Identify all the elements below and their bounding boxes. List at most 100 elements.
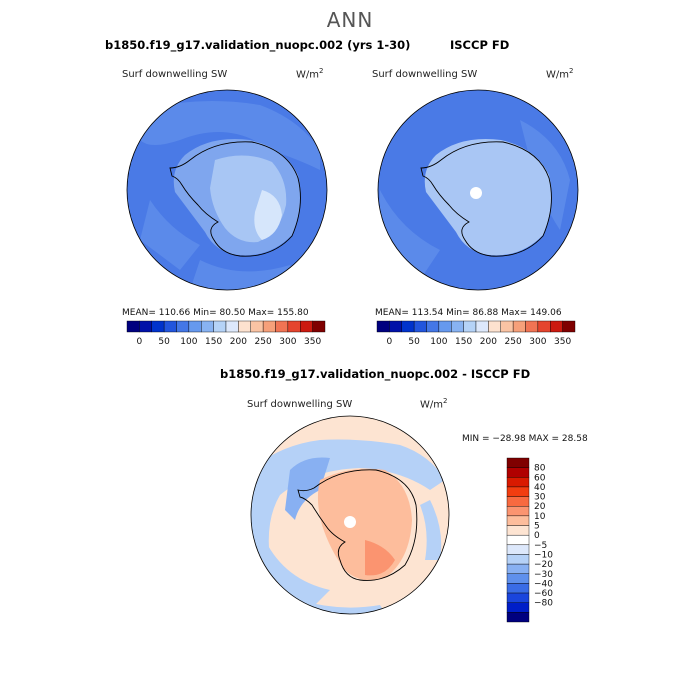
- panel2-colorbar-swatch: [488, 320, 501, 333]
- panel2-map: [378, 90, 578, 290]
- panel2-colorbar-swatch: [389, 320, 402, 333]
- panel3-missing-pole: [344, 516, 356, 528]
- panel2-colorbar: 0 50 100 150 200 250 300 350: [376, 320, 576, 347]
- panel3-colorbar-swatch: [506, 563, 530, 574]
- panel3-colorbar-swatch: [506, 477, 530, 488]
- panel1-colorbar-swatch: [250, 320, 264, 333]
- panel2-colorbar-tick-label: 200: [480, 337, 497, 347]
- panel3-colorbar-tick-label: −80: [534, 599, 553, 609]
- panel3-coastline: [297, 469, 418, 581]
- panel3-colorbar-tick-label: 10: [534, 512, 546, 522]
- panel2-units-label: W/m2: [546, 67, 574, 81]
- panel1-map: [127, 90, 327, 290]
- panel3-colorbar-swatch: [506, 506, 530, 517]
- panel3-colorbar-tick-label: −20: [534, 560, 553, 570]
- panel3-colorbar-tick-label: 40: [534, 483, 546, 493]
- panel2-coastline: [420, 141, 552, 257]
- panel1-stats: MEAN= 110.66 Min= 80.50 Max= 155.80: [122, 308, 309, 318]
- panel1-colorbar-tick-label: 300: [279, 337, 296, 347]
- panel3-colorbar-swatch: [506, 592, 530, 603]
- panel2-field-band: [380, 190, 440, 280]
- panel3-map-border: [250, 415, 450, 615]
- panel2-missing-pole: [470, 187, 482, 199]
- panel3-colorbar-tick-label: −10: [534, 550, 553, 560]
- panel3-negative-field: [300, 600, 390, 614]
- panel3-units-label: W/m2: [420, 397, 448, 411]
- panel2-title: ISCCP FD: [450, 38, 510, 52]
- panel3-colorbar-swatch: [506, 573, 530, 584]
- panel1-colorbar-tick-label: 150: [205, 337, 222, 347]
- panel1-colorbar-swatch: [126, 320, 140, 333]
- panel2-colorbar-swatch: [550, 320, 563, 333]
- panel3-colorbar-swatch: [506, 544, 530, 555]
- panel1-title: b1850.f19_g17.validation_nuopc.002 (yrs …: [105, 38, 411, 52]
- panel3-positive-field: [365, 540, 395, 576]
- panel1-colorbar-swatch: [238, 320, 251, 333]
- panel3-colorbar-swatch: [506, 515, 530, 526]
- panel1-colorbar-swatch: [312, 320, 326, 333]
- panel2-colorbar-swatch: [451, 320, 464, 333]
- panel2-colorbar-tick-label: 300: [529, 337, 546, 347]
- panel1-colorbar-swatch: [275, 320, 289, 333]
- panel1-colorbar-swatch: [300, 320, 313, 333]
- panel3-colorbar-tick-label: 20: [534, 502, 546, 512]
- panel1-colorbar-swatch: [139, 320, 152, 333]
- panel1-colorbar-swatch: [287, 320, 301, 333]
- panel3-colorbar-tick-label: −60: [534, 589, 553, 599]
- panel3-negative-field: [420, 500, 442, 560]
- panel1-colorbar-swatch: [188, 320, 202, 333]
- panel2-colorbar-swatch: [500, 320, 514, 333]
- panel1-coastline: [169, 141, 301, 257]
- panel1-colorbar-tick-label: 350: [304, 337, 321, 347]
- panel3-colorbar-swatch: [506, 583, 530, 594]
- panel3-colorbar-tick-label: −30: [534, 570, 553, 580]
- panel3-colorbar-swatch: [506, 602, 530, 613]
- panel1-colorbar-swatch: [151, 320, 165, 333]
- panel1-map-border: [126, 89, 328, 291]
- panel2-colorbar-tick-label: 350: [554, 337, 571, 347]
- panel2-colorbar-swatch: [413, 320, 427, 333]
- panel2-colorbar-tick-label: 150: [455, 337, 472, 347]
- panel3-title: b1850.f19_g17.validation_nuopc.002 - ISC…: [220, 367, 531, 381]
- panel3-colorbar-tick-label: 60: [534, 473, 546, 483]
- panel1-colorbar-swatch: [201, 320, 214, 333]
- panel1-colorbar-tick-label: 200: [230, 337, 247, 347]
- panel3-colorbar-swatch: [506, 525, 530, 536]
- panel2-colorbar-swatch: [537, 320, 551, 333]
- panel3-colorbar-swatch: [506, 496, 530, 507]
- panel1-colorbar-swatch: [176, 320, 190, 333]
- season-title: ANN: [326, 8, 374, 32]
- panel3-colorbar-swatch: [506, 612, 530, 623]
- panel3-colorbar-swatch: [506, 554, 530, 565]
- panel2-colorbar-swatch: [562, 320, 576, 333]
- panel1-colorbar: 0 50 100 150 200 250 300 350: [126, 320, 326, 347]
- panel3-colorbar-tick-label: 0: [534, 531, 540, 541]
- panel1-colorbar-tick-label: 50: [158, 337, 170, 347]
- panel1-colorbar-tick-label: 0: [137, 337, 143, 347]
- panel2-colorbar-swatch: [525, 320, 539, 333]
- panel1-field-band: [140, 200, 200, 270]
- panel3-stats: MIN = −28.98 MAX = 28.58: [462, 434, 588, 444]
- panel3-negative-field: [285, 457, 330, 520]
- panel2-stats: MEAN= 113.54 Min= 86.88 Max= 149.06: [375, 308, 562, 318]
- panel2-colorbar-tick-label: 0: [387, 337, 393, 347]
- panel3-colorbar-tick-label: 80: [534, 464, 546, 474]
- panel2-colorbar-swatch: [463, 320, 477, 333]
- panel3-colorbar-swatch: [506, 467, 530, 478]
- panel1-variable-label: Surf downwelling SW: [122, 69, 228, 80]
- panel2-colorbar-tick-label: 100: [430, 337, 447, 347]
- panel3-colorbar-swatch: [506, 534, 530, 546]
- panel3-colorbar-tick-label: 5: [534, 522, 540, 532]
- panel3-map: [251, 416, 449, 614]
- panel2-colorbar-swatch: [438, 320, 452, 333]
- panel2-colorbar-swatch: [426, 320, 440, 333]
- panel1-colorbar-swatch: [225, 320, 239, 333]
- panel3-colorbar-tick-label: −5: [534, 541, 547, 551]
- panel1-field-band: [140, 101, 320, 170]
- panel2-colorbar-swatch: [512, 320, 526, 333]
- panel1-colorbar-swatch: [262, 320, 276, 333]
- panel2-colorbar-swatch: [401, 320, 415, 333]
- panel1-colorbar-tick-label: 100: [180, 337, 197, 347]
